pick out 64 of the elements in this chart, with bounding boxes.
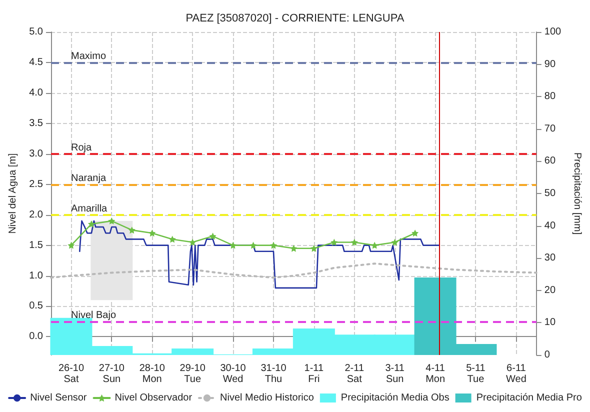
x-tick-label: 26-10 Sat — [58, 363, 84, 385]
x-tick-label: 27-10 Sun — [98, 363, 125, 385]
point — [148, 230, 156, 237]
chart-title: PAEZ [35087020] - CORRIENTE: LENGUPA — [186, 12, 405, 24]
y-axis-title: Nivel del Agua [m] — [8, 152, 19, 234]
y-tick-label: 0.0 — [29, 331, 44, 342]
y-tick-label: 1.5 — [29, 240, 44, 251]
x-tick-label: 3-11 Sun — [385, 363, 405, 385]
point — [330, 238, 338, 246]
y2-tick-label: 90 — [544, 58, 556, 70]
legend-label: Precipitación Media Obs — [340, 392, 450, 404]
x-tick-label: 31-10 Thu — [260, 363, 287, 385]
x-tick-label: 30-10 Wed — [220, 363, 246, 385]
point — [189, 238, 196, 246]
legend-label: Nivel Medio Historico — [220, 392, 314, 404]
y-tick-label: 0.5 — [29, 300, 44, 312]
point — [68, 242, 75, 249]
x-tick-label: 2-11 Sat — [344, 363, 364, 385]
y2-tick-label: 60 — [544, 156, 556, 167]
point — [88, 220, 95, 228]
y2-tick-label: 50 — [544, 188, 556, 199]
y-tick-label: 3.5 — [29, 118, 44, 129]
y-tick-label: 4.5 — [29, 56, 44, 68]
x-tick-label: 6-11 Wed — [506, 363, 526, 385]
point — [270, 242, 277, 249]
point — [108, 217, 116, 224]
legend-label: Nivel Observador — [114, 392, 193, 404]
legend-label: Precipitación Media Pro — [476, 392, 582, 404]
point — [412, 230, 419, 237]
legend-label: Nivel Sensor — [30, 392, 88, 404]
x-tick-label: 1-11 Fri — [304, 363, 324, 385]
y2-tick-label: 20 — [544, 284, 556, 296]
y2-axis-title: Precipitación [mm] — [572, 152, 582, 235]
point — [128, 226, 136, 234]
x-tick-label: 4-11 Mon — [426, 363, 446, 385]
ref-line-label: Naranja — [71, 172, 106, 184]
y-tick-label: 1.0 — [29, 270, 44, 282]
point — [250, 242, 257, 249]
y2-tick-label: 40 — [544, 220, 556, 232]
point — [391, 238, 398, 246]
y2-tick-label: 30 — [544, 252, 556, 264]
y2-tick-label: 100 — [544, 26, 562, 38]
y-tick-label: 2.0 — [29, 209, 44, 220]
point — [168, 236, 176, 243]
y2-tick-label: 0 — [544, 350, 550, 360]
point — [371, 242, 378, 249]
y-tick-label: 5.0 — [29, 26, 44, 38]
x-tick-label: 29-10 Tue — [180, 363, 206, 385]
y-tick-label: 2.5 — [29, 178, 44, 190]
point — [350, 238, 358, 246]
point — [290, 244, 298, 252]
ref-line-label: Maximo — [71, 50, 106, 62]
point — [230, 242, 237, 249]
x-tick-label: 28-10 Mon — [139, 363, 166, 385]
point — [209, 232, 216, 240]
y2-tick-label: 80 — [544, 91, 556, 102]
ref-line-label: Amarilla — [71, 203, 108, 214]
y-tick-label: 4.0 — [29, 87, 44, 98]
ref-line-label: Roja — [71, 142, 92, 154]
y2-tick-label: 70 — [544, 123, 556, 134]
point — [310, 244, 318, 252]
y2-tick-label: 10 — [544, 317, 556, 328]
y-tick-label: 3.0 — [29, 148, 44, 160]
x-tick-label: 5-11 Tue — [466, 363, 486, 385]
